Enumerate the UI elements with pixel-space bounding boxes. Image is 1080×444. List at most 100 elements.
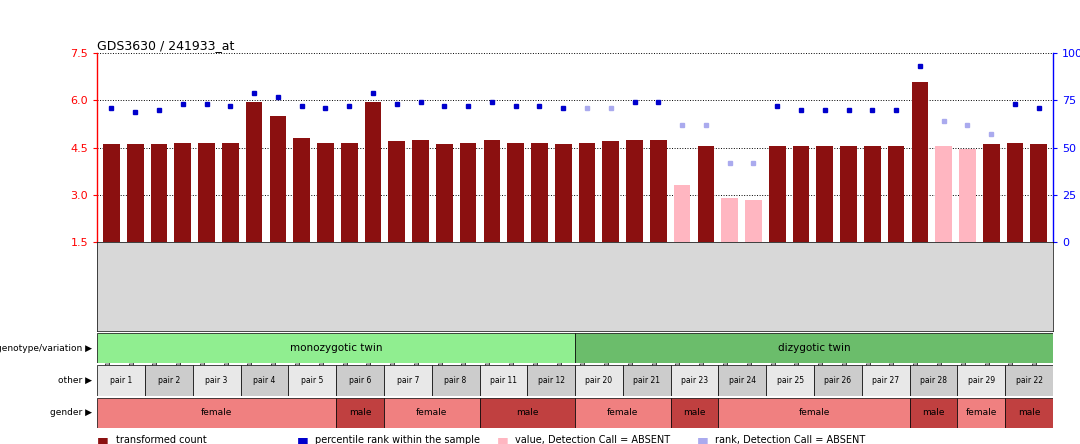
- Bar: [365, 102, 381, 242]
- Bar: [671, 398, 718, 428]
- Bar: [460, 143, 476, 242]
- Text: male: male: [349, 408, 372, 417]
- Bar: [862, 365, 909, 396]
- Text: female: female: [966, 408, 997, 417]
- Text: pair 1: pair 1: [110, 376, 132, 385]
- Bar: [793, 146, 809, 242]
- Text: monozygotic twin: monozygotic twin: [289, 343, 382, 353]
- Text: pair 21: pair 21: [633, 376, 660, 385]
- Bar: [909, 365, 957, 396]
- Text: value, Detection Call = ABSENT: value, Detection Call = ABSENT: [515, 435, 671, 444]
- Bar: [721, 198, 738, 242]
- Text: pair 20: pair 20: [585, 376, 612, 385]
- Bar: [769, 146, 785, 242]
- Bar: [199, 143, 215, 242]
- Bar: [958, 365, 1005, 396]
- Bar: [389, 141, 405, 242]
- Text: dizygotic twin: dizygotic twin: [778, 343, 850, 353]
- Bar: [745, 199, 761, 242]
- Bar: [718, 398, 909, 428]
- Bar: [336, 365, 384, 396]
- Text: rank, Detection Call = ABSENT: rank, Detection Call = ABSENT: [715, 435, 865, 444]
- Bar: [480, 365, 527, 396]
- Bar: [959, 149, 975, 242]
- Bar: [127, 144, 144, 242]
- Bar: [97, 365, 145, 396]
- Bar: [341, 143, 357, 242]
- Bar: [413, 140, 429, 242]
- Bar: [674, 186, 690, 242]
- Bar: [1005, 398, 1053, 428]
- Text: pair 8: pair 8: [445, 376, 467, 385]
- Text: male: male: [684, 408, 706, 417]
- Text: pair 2: pair 2: [158, 376, 180, 385]
- Text: pair 11: pair 11: [490, 376, 517, 385]
- Bar: [531, 143, 548, 242]
- Bar: [104, 144, 120, 242]
- Text: pair 28: pair 28: [920, 376, 947, 385]
- Bar: [246, 102, 262, 242]
- Text: pair 4: pair 4: [254, 376, 275, 385]
- Text: female: female: [607, 408, 638, 417]
- Bar: [698, 146, 714, 242]
- Bar: [294, 138, 310, 242]
- Bar: [193, 365, 241, 396]
- Text: male: male: [1017, 408, 1040, 417]
- Text: percentile rank within the sample: percentile rank within the sample: [315, 435, 481, 444]
- Bar: [671, 365, 718, 396]
- Bar: [318, 143, 334, 242]
- Bar: [983, 144, 999, 242]
- Text: pair 25: pair 25: [777, 376, 804, 385]
- Bar: [145, 365, 193, 396]
- Bar: [484, 140, 500, 242]
- Text: transformed count: transformed count: [116, 435, 206, 444]
- Bar: [1005, 365, 1053, 396]
- Text: female: female: [416, 408, 447, 417]
- Bar: [222, 143, 239, 242]
- Bar: [384, 398, 480, 428]
- Bar: [603, 141, 619, 242]
- Text: ■: ■: [697, 435, 708, 444]
- Text: gender ▶: gender ▶: [50, 408, 92, 417]
- Bar: [958, 398, 1005, 428]
- Bar: [840, 146, 856, 242]
- Text: pair 5: pair 5: [301, 376, 323, 385]
- Bar: [336, 398, 384, 428]
- Bar: [650, 140, 666, 242]
- Bar: [864, 146, 880, 242]
- Bar: [718, 365, 767, 396]
- Bar: [97, 333, 576, 363]
- Text: GDS3630 / 241933_at: GDS3630 / 241933_at: [97, 39, 234, 52]
- Bar: [241, 365, 288, 396]
- Bar: [97, 398, 336, 428]
- Bar: [576, 333, 1053, 363]
- Text: pair 26: pair 26: [824, 376, 851, 385]
- Bar: [579, 143, 595, 242]
- Text: genotype/variation ▶: genotype/variation ▶: [0, 344, 92, 353]
- Text: male: male: [922, 408, 945, 417]
- Text: pair 23: pair 23: [681, 376, 708, 385]
- Bar: [151, 144, 167, 242]
- Text: pair 29: pair 29: [968, 376, 995, 385]
- Bar: [175, 143, 191, 242]
- Bar: [816, 146, 833, 242]
- Text: pair 6: pair 6: [349, 376, 372, 385]
- Text: ■: ■: [297, 435, 309, 444]
- Text: pair 12: pair 12: [538, 376, 565, 385]
- Bar: [623, 365, 671, 396]
- Bar: [888, 146, 904, 242]
- Bar: [767, 365, 814, 396]
- Bar: [576, 398, 671, 428]
- Text: pair 7: pair 7: [396, 376, 419, 385]
- Text: ■: ■: [497, 435, 509, 444]
- Bar: [1007, 143, 1023, 242]
- Bar: [384, 365, 432, 396]
- Text: pair 24: pair 24: [729, 376, 756, 385]
- Text: pair 22: pair 22: [1015, 376, 1042, 385]
- Bar: [626, 140, 643, 242]
- Bar: [436, 144, 453, 242]
- Bar: [508, 143, 524, 242]
- Bar: [288, 365, 336, 396]
- Text: male: male: [516, 408, 539, 417]
- Bar: [576, 365, 623, 396]
